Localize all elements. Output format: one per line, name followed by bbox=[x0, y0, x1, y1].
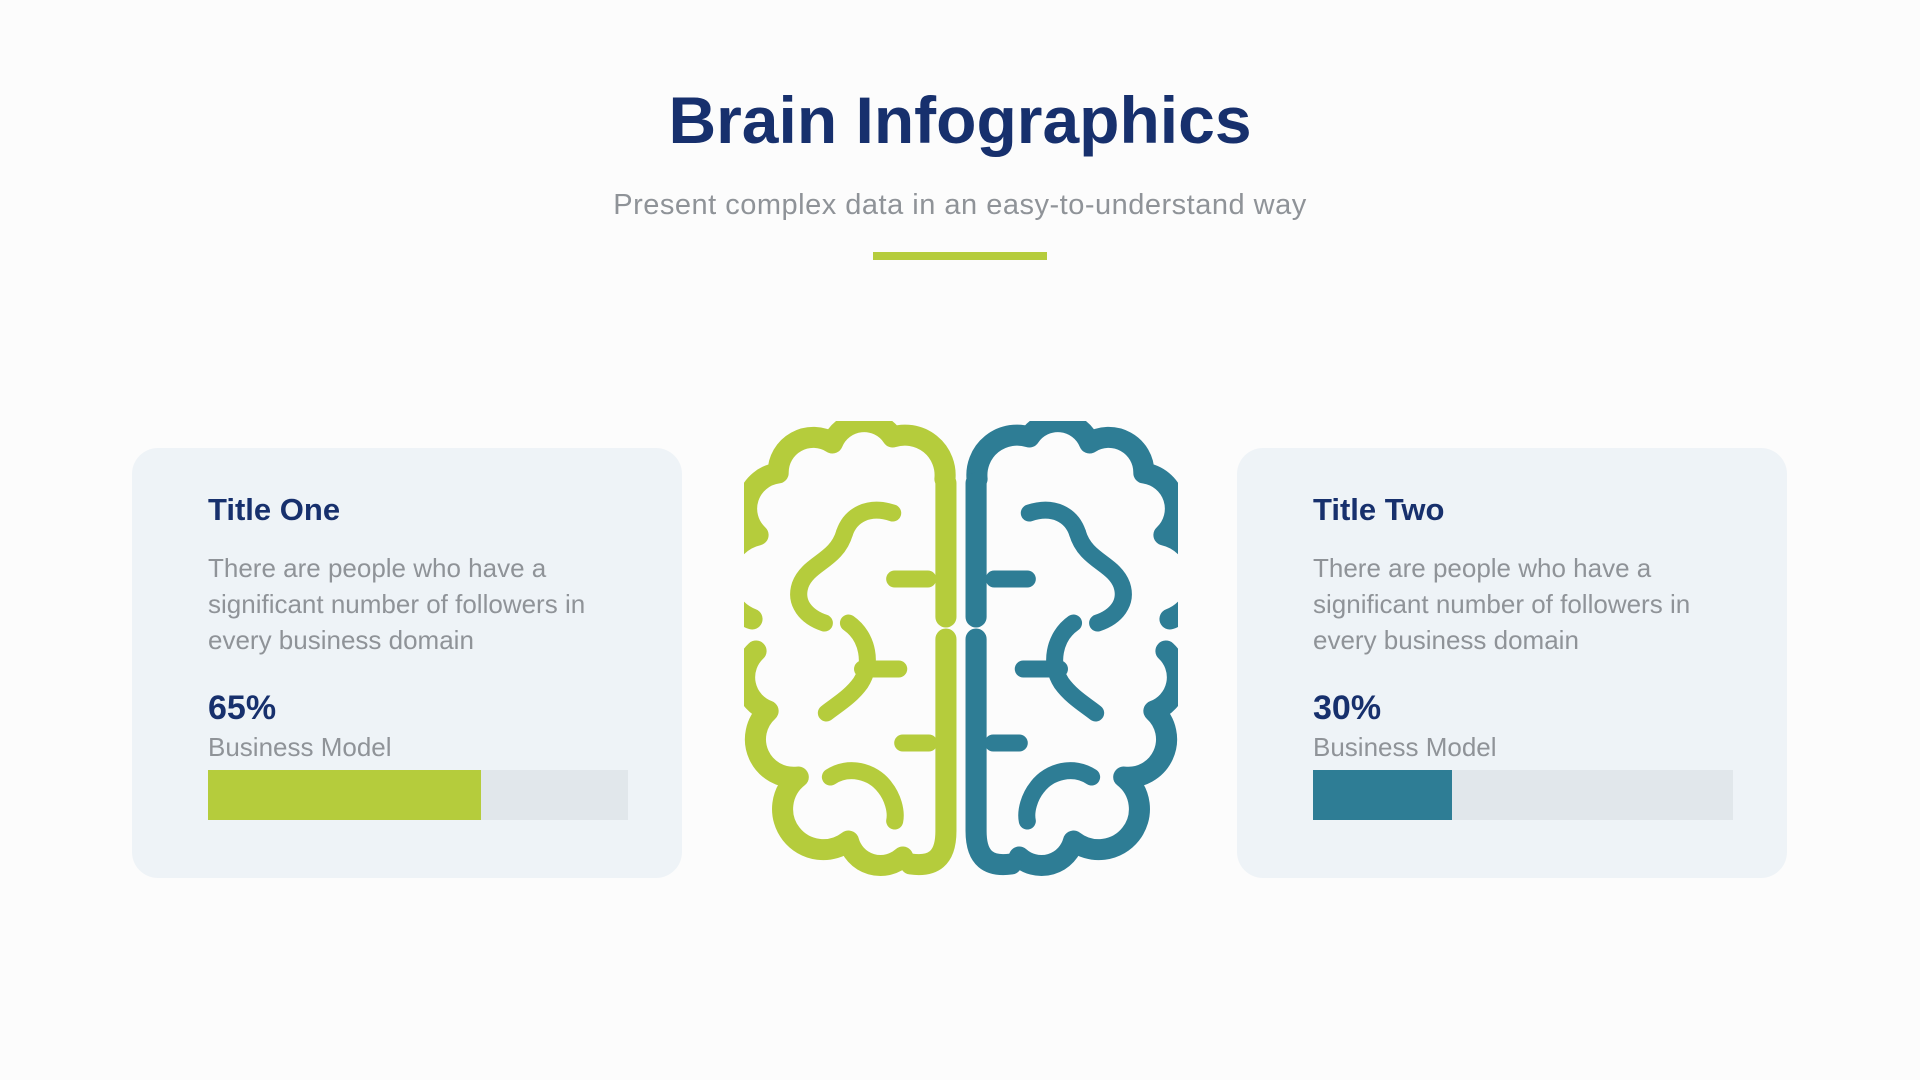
card-one-title: Title One bbox=[208, 492, 341, 527]
card-two-description: There are people who have a significant … bbox=[1313, 553, 1691, 655]
card-two-metric-label: Business Model bbox=[1313, 732, 1497, 762]
card-two-percent-value: 30% bbox=[1313, 689, 1382, 727]
card-one-progress-track bbox=[208, 770, 628, 820]
card-two-progress-track bbox=[1313, 770, 1733, 820]
card-two-progress-fill bbox=[1313, 770, 1452, 820]
page-subtitle: Present complex data in an easy-to-under… bbox=[613, 189, 1307, 221]
card-one-description: There are people who have a significant … bbox=[208, 553, 586, 655]
brain-left-hemisphere-icon bbox=[744, 422, 946, 866]
brain-right-hemisphere-icon bbox=[976, 422, 1178, 866]
card-title-two: Title Two There are people who have a si… bbox=[1237, 448, 1787, 878]
card-one-percent-value: 65% bbox=[208, 689, 277, 727]
card-title-one: Title One There are people who have a si… bbox=[132, 448, 682, 878]
page-title: Brain Infographics bbox=[668, 83, 1252, 157]
card-one-progress-fill bbox=[208, 770, 481, 820]
brain-icon bbox=[744, 421, 1178, 883]
card-one-metric-label: Business Model bbox=[208, 732, 392, 762]
card-two-title: Title Two bbox=[1313, 492, 1445, 527]
title-underline-divider bbox=[873, 252, 1047, 260]
